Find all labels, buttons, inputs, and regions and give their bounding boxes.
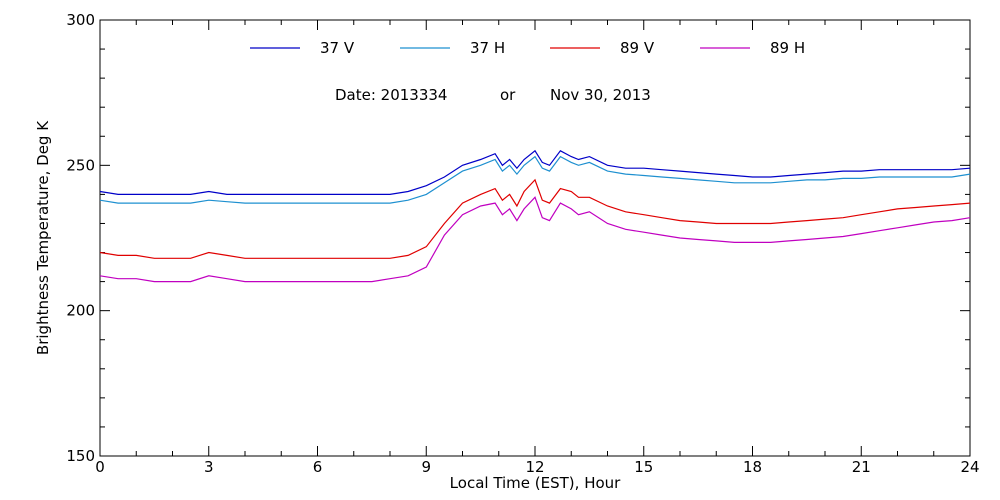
- x-tick-label: 0: [95, 458, 105, 476]
- series-line-37-v: [99, 149, 971, 195]
- legend-label: 89 H: [770, 39, 805, 57]
- axis-ticks: [99, 19, 971, 457]
- x-tick-label: 6: [313, 458, 323, 476]
- legend-label: 89 V: [620, 39, 655, 57]
- date-text: Nov 30, 2013: [550, 86, 651, 104]
- x-tick-label: 18: [743, 458, 762, 476]
- date-or-label: or: [500, 86, 516, 104]
- legend-label: 37 V: [320, 39, 355, 57]
- legend: 37 V 37 H 89 V 89 H: [250, 39, 805, 57]
- x-tick-label: 21: [852, 458, 871, 476]
- series-line-89-v: [99, 178, 971, 259]
- legend-label: 37 H: [470, 39, 505, 57]
- y-tick-label: 200: [66, 302, 95, 320]
- plot-frame: [99, 19, 971, 457]
- date-label: Date: 2013334: [335, 86, 447, 104]
- x-tick-label: 12: [525, 458, 544, 476]
- x-tick-label: 15: [634, 458, 653, 476]
- axis-tick-labels: 0 3 6 9 12 15 18 21 24 150 200 250 300: [66, 11, 979, 476]
- series-line-89-h: [99, 196, 971, 283]
- x-tick-label: 24: [960, 458, 979, 476]
- y-tick-label: 150: [66, 447, 95, 465]
- y-tick-label: 300: [66, 11, 95, 29]
- y-tick-label: 250: [66, 156, 95, 174]
- x-tick-label: 3: [204, 458, 214, 476]
- series-line-37-h: [99, 155, 971, 204]
- series-lines: [99, 149, 971, 283]
- x-axis-title: Local Time (EST), Hour: [450, 474, 621, 492]
- x-tick-label: 9: [421, 458, 431, 476]
- y-axis-title: Brightness Temperature, Deg K: [34, 120, 52, 355]
